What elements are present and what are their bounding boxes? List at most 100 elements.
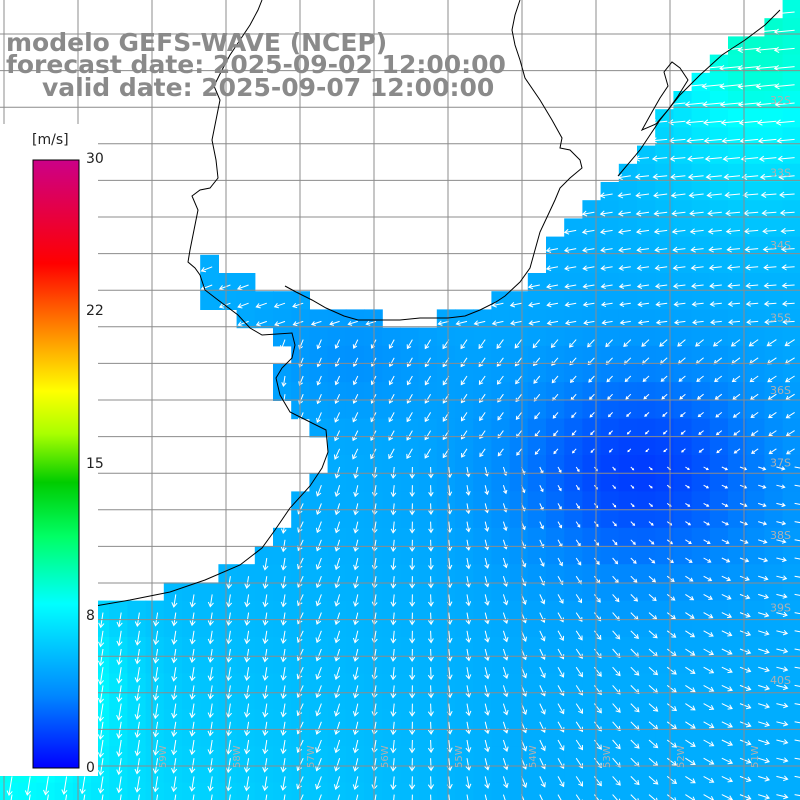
wind-vector bbox=[719, 65, 741, 72]
wind-speed-cell bbox=[527, 436, 547, 456]
wind-vector bbox=[479, 448, 486, 458]
wind-speed-cell bbox=[200, 673, 219, 693]
wind-vector bbox=[630, 575, 638, 583]
wind-vector bbox=[654, 246, 668, 253]
wind-speed-cell bbox=[436, 746, 456, 765]
wind-vector bbox=[225, 758, 232, 774]
wind-speed-cell bbox=[673, 145, 693, 165]
wind-speed-cell bbox=[655, 218, 674, 238]
wind-speed-cell bbox=[509, 673, 529, 693]
wind-speed-cell bbox=[345, 564, 365, 583]
wind-speed-cell bbox=[309, 637, 329, 656]
wind-vector bbox=[552, 412, 559, 419]
wind-vector bbox=[427, 776, 435, 790]
wind-vector bbox=[689, 210, 704, 217]
wind-vector bbox=[479, 412, 486, 422]
wind-speed-cell bbox=[509, 782, 529, 800]
wind-speed-cell bbox=[728, 491, 747, 511]
wind-vector bbox=[262, 557, 269, 571]
wind-vector bbox=[626, 430, 632, 435]
wind-vector bbox=[280, 776, 287, 791]
wind-speed-cell bbox=[236, 691, 256, 711]
wind-vector bbox=[237, 302, 249, 309]
wind-vector bbox=[575, 630, 583, 641]
wind-vector bbox=[727, 282, 741, 289]
wind-speed-cell bbox=[273, 364, 292, 383]
wind-vector bbox=[545, 247, 559, 253]
wind-vector bbox=[758, 630, 770, 636]
wind-speed-cell bbox=[600, 254, 620, 274]
wind-speed-cell bbox=[509, 527, 529, 547]
wind-vector bbox=[297, 575, 304, 588]
wind-speed-cell bbox=[455, 782, 474, 800]
wind-vector bbox=[644, 430, 650, 435]
wind-vector bbox=[189, 776, 196, 792]
wind-speed-cell bbox=[273, 327, 292, 347]
wind-speed-cell bbox=[728, 509, 747, 529]
wind-vector bbox=[207, 594, 214, 608]
wind-speed-cell bbox=[364, 345, 383, 365]
wind-speed-cell bbox=[345, 509, 365, 529]
wind-vector bbox=[575, 776, 584, 787]
wind-vector bbox=[557, 757, 565, 770]
wind-speed-cell bbox=[582, 564, 602, 583]
wind-speed-cell bbox=[327, 455, 347, 474]
wind-vector bbox=[721, 612, 733, 619]
wind-vector bbox=[409, 594, 416, 607]
wind-speed-cell bbox=[655, 418, 674, 438]
wind-vector bbox=[409, 466, 415, 479]
wind-speed-cell bbox=[291, 618, 310, 638]
wind-speed-cell bbox=[564, 546, 583, 565]
wind-speed-cell bbox=[673, 236, 693, 256]
wind-speed-cell bbox=[691, 473, 711, 492]
wind-speed-cell bbox=[746, 182, 765, 201]
wind-speed-cell bbox=[400, 364, 420, 383]
wind-speed-cell bbox=[673, 436, 693, 456]
wind-vector bbox=[424, 412, 432, 423]
wind-vector bbox=[767, 375, 777, 383]
wind-speed-cell bbox=[509, 655, 529, 674]
wind-speed-cell bbox=[527, 400, 547, 420]
wind-vector bbox=[427, 667, 434, 681]
wind-vector bbox=[755, 10, 777, 17]
wind-speed-cell bbox=[345, 637, 365, 656]
wind-vector bbox=[229, 794, 231, 800]
wind-speed-cell bbox=[564, 455, 583, 474]
wind-vector bbox=[189, 721, 196, 737]
wind-vector bbox=[460, 375, 468, 386]
wind-speed-cell bbox=[273, 637, 292, 656]
wind-speed-cell bbox=[200, 655, 219, 674]
wind-speed-cell bbox=[382, 400, 401, 420]
wind-speed-cell bbox=[364, 618, 383, 638]
wind-speed-cell bbox=[382, 364, 401, 383]
wind-vector bbox=[390, 485, 397, 498]
wind-speed-cell bbox=[400, 400, 420, 420]
wind-vector bbox=[703, 794, 715, 800]
wind-speed-cell bbox=[509, 400, 529, 420]
wind-speed-cell bbox=[400, 582, 420, 602]
wind-speed-cell bbox=[600, 473, 620, 492]
wind-vector bbox=[262, 648, 269, 663]
wind-vector bbox=[539, 594, 546, 605]
wind-vector bbox=[207, 739, 214, 755]
wind-vector bbox=[189, 739, 196, 756]
wind-speed-cell bbox=[764, 546, 784, 565]
wind-speed-cell bbox=[655, 236, 674, 256]
wind-speed-cell bbox=[364, 673, 383, 693]
wind-vector bbox=[24, 776, 31, 796]
wind-speed-cell bbox=[527, 728, 547, 747]
wind-speed-cell bbox=[327, 473, 347, 492]
wind-speed-cell bbox=[345, 673, 365, 693]
wind-speed-cell bbox=[382, 546, 401, 565]
wind-speed-cell bbox=[746, 473, 765, 492]
wind-vector bbox=[334, 503, 341, 516]
wind-speed-cell bbox=[254, 564, 274, 583]
wind-vector bbox=[226, 576, 233, 590]
wind-vector bbox=[352, 648, 359, 662]
wind-speed-cell bbox=[782, 618, 800, 638]
wind-vector bbox=[568, 339, 577, 348]
wind-vector bbox=[491, 320, 504, 326]
wind-vector bbox=[390, 630, 397, 644]
wind-vector bbox=[749, 375, 759, 383]
wind-vector bbox=[612, 630, 621, 640]
